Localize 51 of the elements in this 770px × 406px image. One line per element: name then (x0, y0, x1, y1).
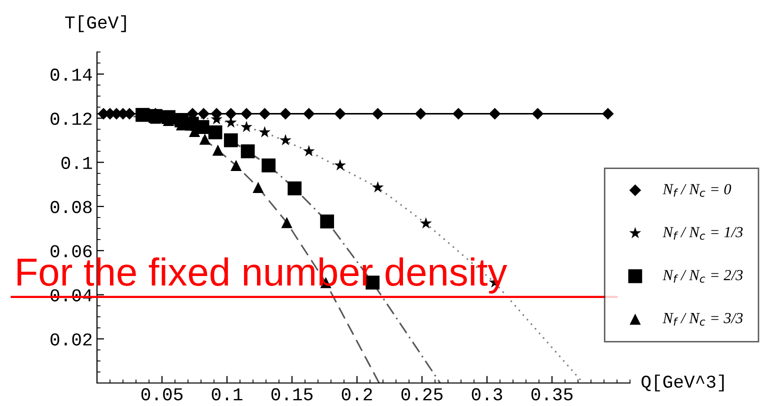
point (195, 120, 210, 134)
point (199, 134, 210, 145)
point (372, 108, 384, 120)
point (602, 108, 614, 120)
point (258, 108, 271, 120)
point (302, 145, 315, 156)
y-tick-label: 0.14 (50, 68, 92, 81)
x-axis-title: Q[GeV^3] (642, 374, 724, 392)
point (212, 144, 224, 156)
point (240, 144, 255, 158)
point (281, 217, 292, 228)
point (224, 133, 238, 148)
point (532, 108, 544, 120)
legend-label: N$_{f}$/ N$_{c}$ = 1/3 (662, 226, 743, 240)
point (225, 108, 237, 120)
y-tick-label: 0.02 (50, 333, 92, 346)
legend-label: N$_{f}$/ N$_{c}$ = 2/3 (662, 270, 743, 283)
y-tick-label: 0.06 (50, 245, 92, 258)
x-tick-label: 0.2 (342, 388, 372, 400)
y-tick-label: 0.08 (50, 200, 92, 214)
point (303, 108, 315, 120)
point (452, 108, 464, 120)
point (252, 182, 264, 194)
point (208, 125, 222, 140)
x-tick-label: 0.15 (271, 388, 313, 400)
point (198, 108, 210, 120)
x-tick-label: 0.05 (141, 388, 183, 400)
point (334, 159, 346, 170)
legend-label: N$_{f}$/ N$_{c}$ = 3/3 (662, 312, 743, 326)
point (258, 126, 271, 138)
point (334, 108, 346, 120)
point (280, 108, 292, 120)
y-axis-title: T[GeV] (65, 15, 126, 32)
x-tick-label: 0.35 (531, 388, 573, 400)
point (414, 108, 427, 120)
legend-label: N$_{f}$/ N$_{c}$ = 0 (662, 184, 732, 197)
point (320, 214, 334, 228)
point (488, 108, 501, 120)
point (280, 134, 292, 146)
point (288, 181, 302, 196)
point (240, 108, 252, 120)
y-tick-label: 0.1 (61, 156, 92, 170)
x-tick-label: 0.1 (212, 388, 242, 400)
point (240, 120, 252, 132)
point (372, 181, 384, 193)
point (230, 160, 242, 171)
x-tick-label: 0.25 (401, 388, 443, 400)
point (420, 217, 432, 229)
point (262, 158, 276, 172)
x-tick-label: 0.3 (472, 388, 502, 400)
y-tick-label: 0.12 (50, 112, 92, 125)
